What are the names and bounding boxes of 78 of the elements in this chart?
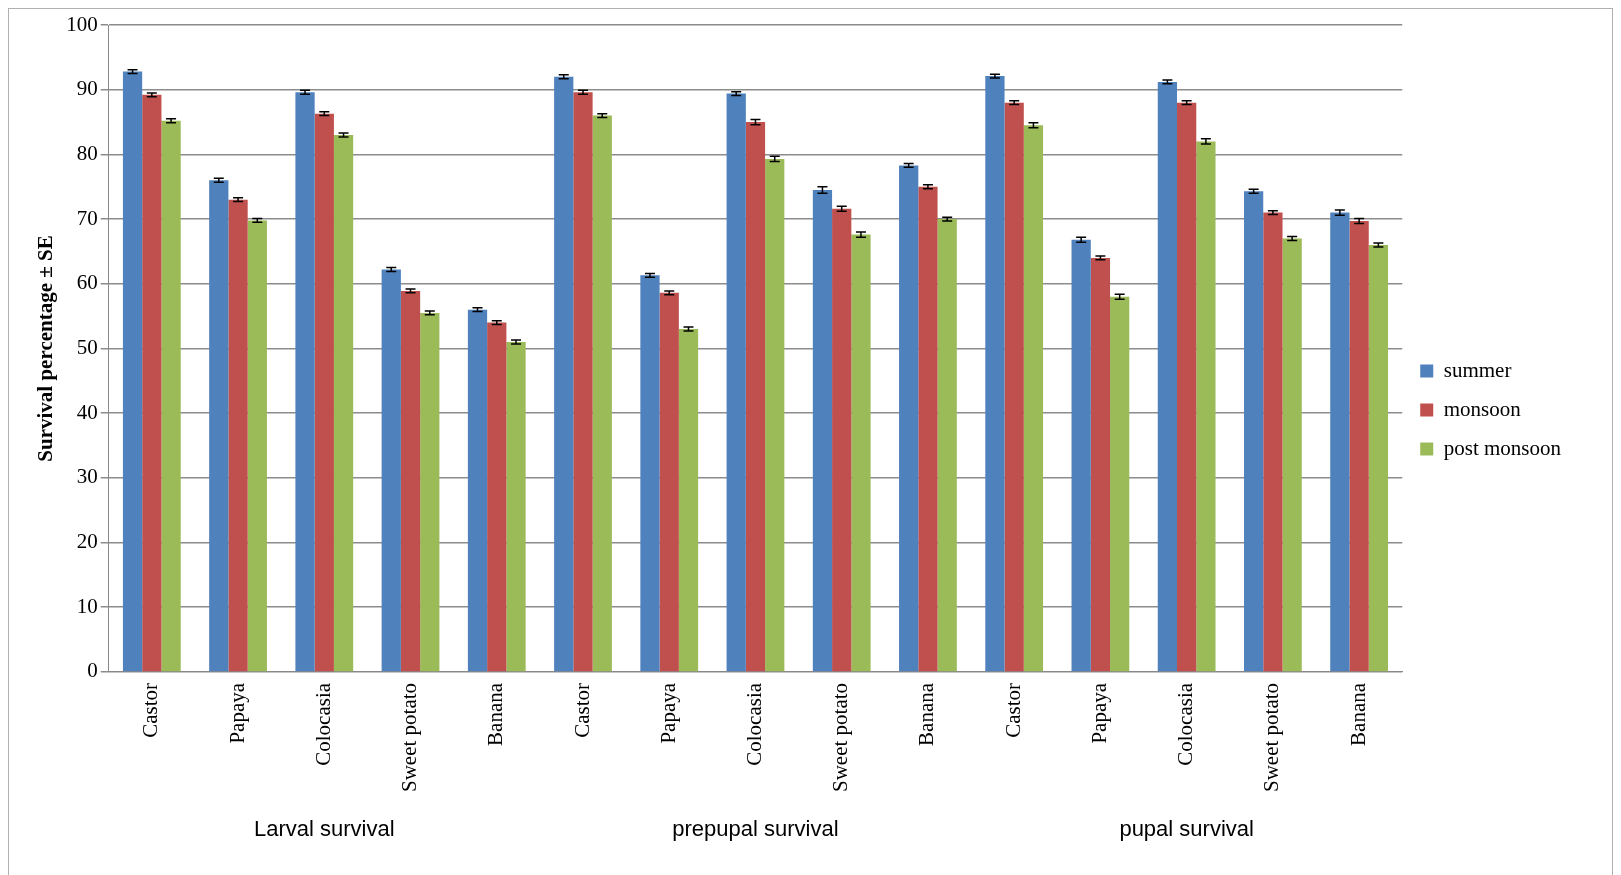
legend-label: summer — [1443, 357, 1512, 382]
bar — [765, 158, 785, 672]
bar — [1004, 102, 1024, 672]
bar — [899, 165, 919, 672]
x-tick-label: Castor — [138, 682, 163, 738]
x-tick-label: Castor — [569, 682, 594, 738]
bar — [1243, 191, 1264, 672]
y-tick-label: 20 — [76, 529, 98, 554]
y-tick-label: 90 — [76, 76, 98, 101]
bar — [554, 76, 574, 672]
bar — [420, 312, 440, 672]
x-tick-label: Banana — [483, 682, 508, 746]
bar — [209, 180, 229, 672]
text: pupal survival — [1119, 816, 1254, 842]
bar — [381, 269, 401, 672]
y-tick-label: 0 — [87, 658, 98, 683]
bar — [333, 134, 354, 672]
bar — [937, 219, 957, 672]
bar — [247, 220, 267, 672]
bar — [142, 94, 162, 672]
bar — [1263, 212, 1283, 672]
x-tick-label: Sweet potato — [397, 682, 422, 792]
y-tick-label: 50 — [76, 334, 98, 359]
bar — [1282, 238, 1302, 672]
y-tick-label: 70 — [76, 205, 98, 230]
legend-label: post monsoon — [1443, 435, 1562, 460]
bar — [1196, 141, 1216, 672]
x-tick-label: Papaya — [1086, 682, 1111, 744]
y-axis-title: Survival percentage ± SE — [33, 235, 58, 462]
y-tick-label: 100 — [66, 11, 98, 36]
bar — [573, 92, 593, 672]
bar — [592, 115, 612, 672]
text: Larval survival — [253, 816, 395, 842]
x-tick-label: Colocasia — [310, 682, 335, 766]
y-tick-label: 80 — [76, 140, 98, 165]
bar — [745, 122, 766, 672]
bar — [295, 92, 315, 672]
bar — [1090, 257, 1111, 672]
bar — [640, 275, 660, 672]
y-tick-label: 10 — [76, 593, 98, 618]
x-tick-label: Sweet potato — [828, 682, 853, 792]
legend-label: monsoon — [1443, 396, 1522, 421]
x-tick-label: Banana — [1345, 682, 1370, 746]
y-tick-label: 40 — [76, 399, 98, 424]
x-tick-label: Papaya — [655, 682, 680, 744]
y-tick-label: 60 — [76, 270, 98, 295]
bar — [400, 290, 421, 672]
x-tick-label: Castor — [1000, 682, 1025, 738]
bar — [678, 329, 699, 672]
bar — [1110, 296, 1130, 672]
bar — [1368, 244, 1389, 672]
bar — [918, 186, 938, 672]
bar — [487, 322, 507, 672]
bar — [314, 113, 334, 672]
bar — [1157, 81, 1178, 672]
bar — [228, 199, 248, 672]
bar — [506, 342, 526, 672]
bar — [161, 120, 181, 672]
y-tick-label: 30 — [76, 464, 98, 489]
bar — [812, 189, 833, 672]
bar — [726, 93, 746, 672]
x-tick-label: Banana — [914, 682, 939, 746]
x-tick-label: Sweet potato — [1259, 682, 1284, 792]
bar — [832, 208, 852, 672]
bar — [851, 234, 871, 672]
bar — [1177, 102, 1197, 672]
bar — [1349, 221, 1369, 672]
bar — [467, 309, 488, 672]
bar — [1023, 125, 1044, 672]
bar — [1330, 212, 1350, 672]
text: prepupal survival — [672, 816, 839, 842]
x-tick-label: Colocasia — [741, 682, 766, 766]
bar — [659, 292, 679, 672]
bar — [985, 76, 1005, 672]
x-tick-label: Papaya — [224, 682, 249, 744]
x-tick-label: Colocasia — [1173, 682, 1198, 766]
bar — [1071, 239, 1091, 672]
bar — [122, 71, 143, 672]
